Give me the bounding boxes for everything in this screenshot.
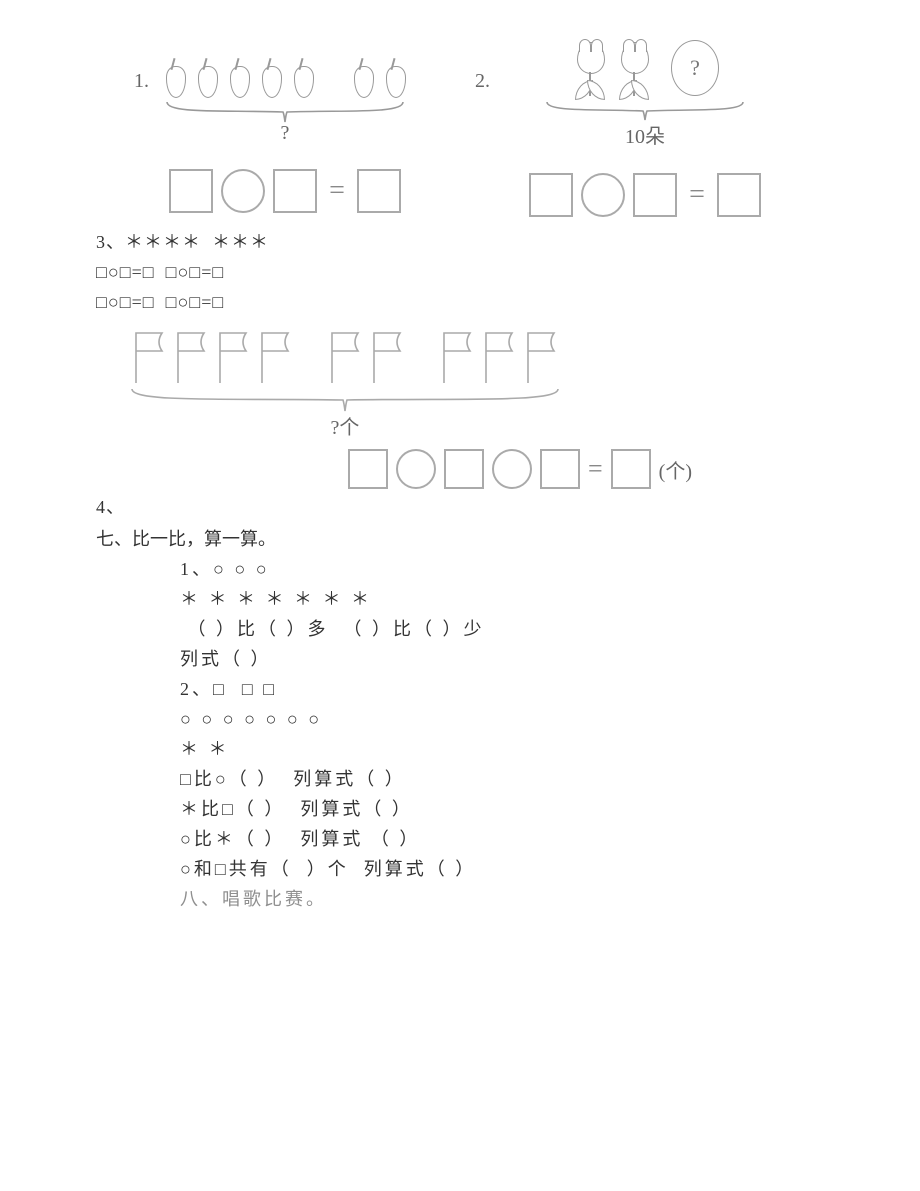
q2-line4[interactable]: □比○（ ） 列算式（ ） <box>180 764 920 794</box>
q2-line7[interactable]: ○和□共有（ ）个 列算式（ ） <box>180 854 920 884</box>
problem-2-illustration: ? <box>571 40 719 100</box>
operator-circle[interactable] <box>492 449 532 489</box>
flag-icon <box>522 329 558 385</box>
pepper-icon <box>382 60 408 100</box>
pepper-icon <box>162 60 188 100</box>
flag-icon <box>214 329 250 385</box>
equals-sign: = <box>685 179 709 211</box>
flag-icon <box>326 329 362 385</box>
q2-line1: 2、□ □ □ <box>180 674 920 704</box>
q1-line4[interactable]: 列式（ ） <box>180 644 920 674</box>
problem-2-brace: 10朵 <box>545 100 745 149</box>
problem-3-eqline1[interactable]: □○□=□ □○□=□ <box>96 257 920 287</box>
problem-1-illustration <box>162 40 408 100</box>
equals-sign: = <box>325 175 349 207</box>
problem-1: 1. ? = <box>120 40 450 215</box>
unit-label: (个) <box>659 455 692 484</box>
q2-line6[interactable]: ○比＊（ ） 列算式 （ ） <box>180 824 920 854</box>
flag-icon <box>368 329 404 385</box>
flag-icon <box>480 329 516 385</box>
problem-2-equation: = <box>529 171 761 219</box>
problem-4-brace-label: ?个 <box>331 411 360 440</box>
problem-2-number: 2. <box>475 70 490 93</box>
problem-2: 2. ? 10朵 <box>480 40 810 219</box>
answer-box[interactable] <box>348 449 388 489</box>
answer-box[interactable] <box>540 449 580 489</box>
q2-line2: ○ ○ ○ ○ ○ ○ ○ <box>180 704 920 734</box>
q2-line3: ＊ ＊ <box>180 734 920 764</box>
flag-icon <box>130 329 166 385</box>
equals-sign: = <box>588 454 603 484</box>
problem-4-number-line: 4、 <box>0 492 920 522</box>
worksheet-page: 1. ? = <box>0 0 920 1191</box>
problem-2-brace-label: 10朵 <box>625 120 665 149</box>
answer-box[interactable] <box>169 169 213 213</box>
pepper-icon <box>258 60 284 100</box>
problem-1-equation: = <box>169 167 401 215</box>
problem-3-heading: 3、＊＊＊＊ ＊＊＊ <box>96 227 920 257</box>
problem-4-brace: ?个 <box>130 387 560 440</box>
question-oval: ? <box>671 40 719 96</box>
q2-line5[interactable]: ＊比□（ ） 列算式（ ） <box>180 794 920 824</box>
q1-line1: 1、○ ○ ○ <box>180 554 920 584</box>
flag-icon <box>172 329 208 385</box>
pepper-icon <box>194 60 220 100</box>
problem-4-equation: = (个) <box>120 446 920 492</box>
answer-box[interactable] <box>611 449 651 489</box>
problem-3: 3、＊＊＊＊ ＊＊＊ □○□=□ □○□=□ □○□=□ □○□=□ <box>0 219 920 317</box>
section-8-heading: 八、唱歌比赛。 <box>180 884 920 914</box>
operator-circle[interactable] <box>221 169 265 213</box>
problem-1-brace: ? <box>165 100 405 145</box>
pepper-icon <box>290 60 316 100</box>
problem-4: ?个 = (个) <box>0 317 920 492</box>
q1-line2: ＊ ＊ ＊ ＊ ＊ ＊ ＊ <box>180 584 920 614</box>
answer-box[interactable] <box>529 173 573 217</box>
picture-problems-row: 1. ? = <box>0 0 920 219</box>
tulip-icon <box>615 40 653 100</box>
problem-1-number: 1. <box>134 70 149 93</box>
answer-box[interactable] <box>717 173 761 217</box>
operator-circle[interactable] <box>581 173 625 217</box>
section-7: 七、比一比，算一算。 1、○ ○ ○ ＊ ＊ ＊ ＊ ＊ ＊ ＊ （ ）比（ ）… <box>0 522 920 914</box>
pepper-icon <box>226 60 252 100</box>
operator-circle[interactable] <box>396 449 436 489</box>
answer-box[interactable] <box>273 169 317 213</box>
section-7-heading: 七、比一比，算一算。 <box>96 524 920 554</box>
q1-line3[interactable]: （ ）比（ ）多 （ ）比（ ）少 <box>180 614 920 644</box>
flag-row <box>130 321 920 385</box>
flag-icon <box>256 329 292 385</box>
flag-icon <box>438 329 474 385</box>
answer-box[interactable] <box>633 173 677 217</box>
tulip-icon <box>571 40 609 100</box>
answer-box[interactable] <box>444 449 484 489</box>
problem-4-number: 4、 <box>96 492 920 522</box>
problem-3-eqline2[interactable]: □○□=□ □○□=□ <box>96 287 920 317</box>
question-oval-text: ? <box>690 55 700 81</box>
problem-1-brace-label: ? <box>281 122 290 145</box>
pepper-icon <box>350 60 376 100</box>
answer-box[interactable] <box>357 169 401 213</box>
